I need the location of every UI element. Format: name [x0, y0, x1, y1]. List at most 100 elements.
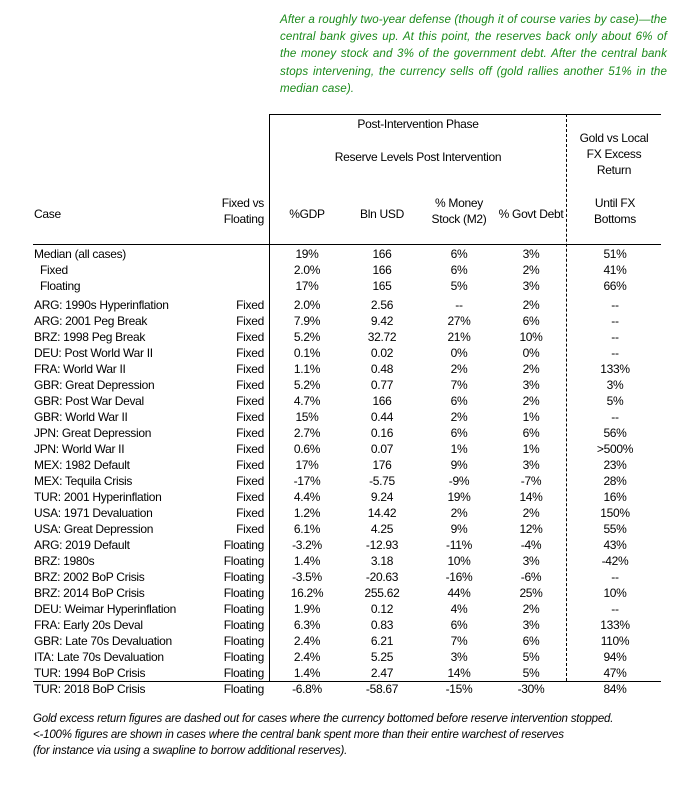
cell-gdp: 2.0% — [293, 298, 321, 312]
header-reserve-group: Reserve Levels Post Intervention — [334, 150, 502, 164]
cell-fix: Fixed — [236, 442, 264, 456]
cell-debt: 3% — [522, 618, 540, 632]
summary-row: Fixed 2.0% 166 6% 2% 41% — [0, 262, 675, 278]
cell-bln: 9.24 — [370, 490, 394, 504]
cell-bln: -12.93 — [365, 538, 399, 552]
cell-fix: Floating — [223, 666, 265, 680]
cell-gdp: 7.9% — [293, 314, 321, 328]
table-row: USA: 1971 Devaluation Fixed 1.2% 14.42 2… — [0, 505, 675, 521]
cell-gold: 84% — [603, 682, 627, 696]
cell-case: USA: Great Depression — [34, 522, 154, 536]
cell-bln: -58.67 — [365, 682, 399, 696]
cell-bln: 255.62 — [364, 586, 400, 600]
divider-header — [33, 244, 661, 245]
header-gold-bottoms: Bottoms — [594, 212, 636, 226]
cell-debt: 1% — [522, 410, 540, 424]
table-row: FRA: Early 20s Deval Floating 6.3% 0.83 … — [0, 617, 675, 633]
cell-gdp: 1.2% — [293, 506, 321, 520]
cell-gdp: 0.6% — [293, 442, 321, 456]
cell-m2: 7% — [450, 378, 468, 392]
cell-gold: -42% — [601, 554, 629, 568]
header-m2-line1: % Money — [435, 196, 483, 210]
cell-m2: 6% — [450, 426, 468, 440]
cell-m2: 19% — [447, 490, 471, 504]
cell-gold: -- — [611, 298, 619, 312]
cell-debt: 2% — [522, 298, 540, 312]
cell-debt: 2% — [522, 506, 540, 520]
cell-fix: Fixed — [236, 394, 264, 408]
header-m2-line2: Stock (M2) — [431, 212, 487, 226]
cell-case: ARG: 2019 Default — [34, 538, 130, 552]
table-row: DEU: Weimar Hyperinflation Floating 1.9%… — [0, 601, 675, 617]
cell-debt: 2% — [522, 394, 540, 408]
cell-gdp: -3.2% — [292, 538, 322, 552]
cell-m2: 9% — [450, 522, 468, 536]
cell-debt: 1% — [522, 442, 540, 456]
cell-gold: 66% — [603, 279, 627, 293]
cell-gdp: 6.1% — [293, 522, 321, 536]
table-row: MEX: 1982 Default Fixed 17% 176 9% 3% 23… — [0, 457, 675, 473]
header-gold-line1: Gold vs Local — [579, 131, 649, 145]
cell-gdp: 2.7% — [293, 426, 321, 440]
cell-bln: 0.44 — [370, 410, 394, 424]
cell-fix: Fixed — [236, 330, 264, 344]
cell-bln: 0.16 — [370, 426, 394, 440]
cell-gold: -- — [611, 314, 619, 328]
table-row: GBR: Great Depression Fixed 5.2% 0.77 7%… — [0, 377, 675, 393]
cell-m2: 2% — [450, 506, 468, 520]
header-bln: Bln USD — [360, 207, 404, 221]
cell-case: BRZ: 1980s — [34, 554, 95, 568]
header-case: Case — [34, 207, 61, 221]
cell-gdp: 16.2% — [290, 586, 324, 600]
divider-dashed — [566, 114, 567, 681]
header-gold-line2: FX Excess — [586, 147, 642, 161]
cell-gold: 55% — [603, 522, 627, 536]
cell-m2: 14% — [447, 666, 471, 680]
cell-debt: 25% — [519, 586, 543, 600]
cell-debt: 2% — [522, 602, 540, 616]
cell-case: GBR: World War II — [34, 410, 128, 424]
cell-m2: -16% — [445, 570, 473, 584]
cell-gdp: 2.4% — [293, 650, 321, 664]
cell-debt: -4% — [520, 538, 542, 552]
cell-gdp: 1.4% — [293, 666, 321, 680]
divider-vertical — [269, 114, 270, 681]
cell-m2: 0% — [450, 346, 468, 360]
cell-gdp: 6.3% — [293, 618, 321, 632]
cell-bln: 0.12 — [370, 602, 394, 616]
cell-m2: 44% — [447, 586, 471, 600]
cell-case: MEX: Tequila Crisis — [34, 474, 133, 488]
cell-case: TUR: 2001 Hyperinflation — [34, 490, 162, 504]
cell-gdp: 1.4% — [293, 554, 321, 568]
callout-text: After a roughly two-year defense (though… — [280, 13, 667, 95]
cell-case: ARG: 1990s Hyperinflation — [34, 298, 169, 312]
cell-case: BRZ: 2014 BoP Crisis — [34, 586, 145, 600]
table-row: GBR: World War II Fixed 15% 0.44 2% 1% -… — [0, 409, 675, 425]
footnote-line: <-100% figures are shown in cases where … — [33, 729, 564, 741]
table-row: ARG: 2001 Peg Break Fixed 7.9% 9.42 27% … — [0, 313, 675, 329]
cell-bln: 2.47 — [370, 666, 394, 680]
cell-fix: Floating — [223, 682, 265, 696]
cell-gdp: 0.1% — [293, 346, 321, 360]
cell-gold: 150% — [600, 506, 630, 520]
cell-m2: 2% — [450, 410, 468, 424]
cell-m2: 21% — [447, 330, 471, 344]
cell-gdp: 2.0% — [293, 263, 321, 277]
cell-gold: -- — [611, 330, 619, 344]
cell-fix: Fixed — [236, 362, 264, 376]
cell-m2: 27% — [447, 314, 471, 328]
summary-row: Floating 17% 165 5% 3% 66% — [0, 278, 675, 294]
cell-case: ITA: Late 70s Devaluation — [34, 650, 164, 664]
cell-bln: 4.25 — [370, 522, 394, 536]
cell-m2: 3% — [450, 650, 468, 664]
cell-gold: -- — [611, 602, 619, 616]
cell-fix: Floating — [223, 634, 265, 648]
cell-case: GBR: Late 70s Devaluation — [34, 634, 172, 648]
cell-bln: 0.48 — [370, 362, 394, 376]
cell-bln: 14.42 — [367, 506, 397, 520]
cell-fix: Floating — [223, 554, 265, 568]
header-gdp: %GDP — [289, 207, 325, 221]
cell-bln: 6.21 — [370, 634, 394, 648]
table-row: JPN: World War II Fixed 0.6% 0.07 1% 1% … — [0, 441, 675, 457]
header-fixed-line1: Fixed vs — [221, 196, 265, 210]
